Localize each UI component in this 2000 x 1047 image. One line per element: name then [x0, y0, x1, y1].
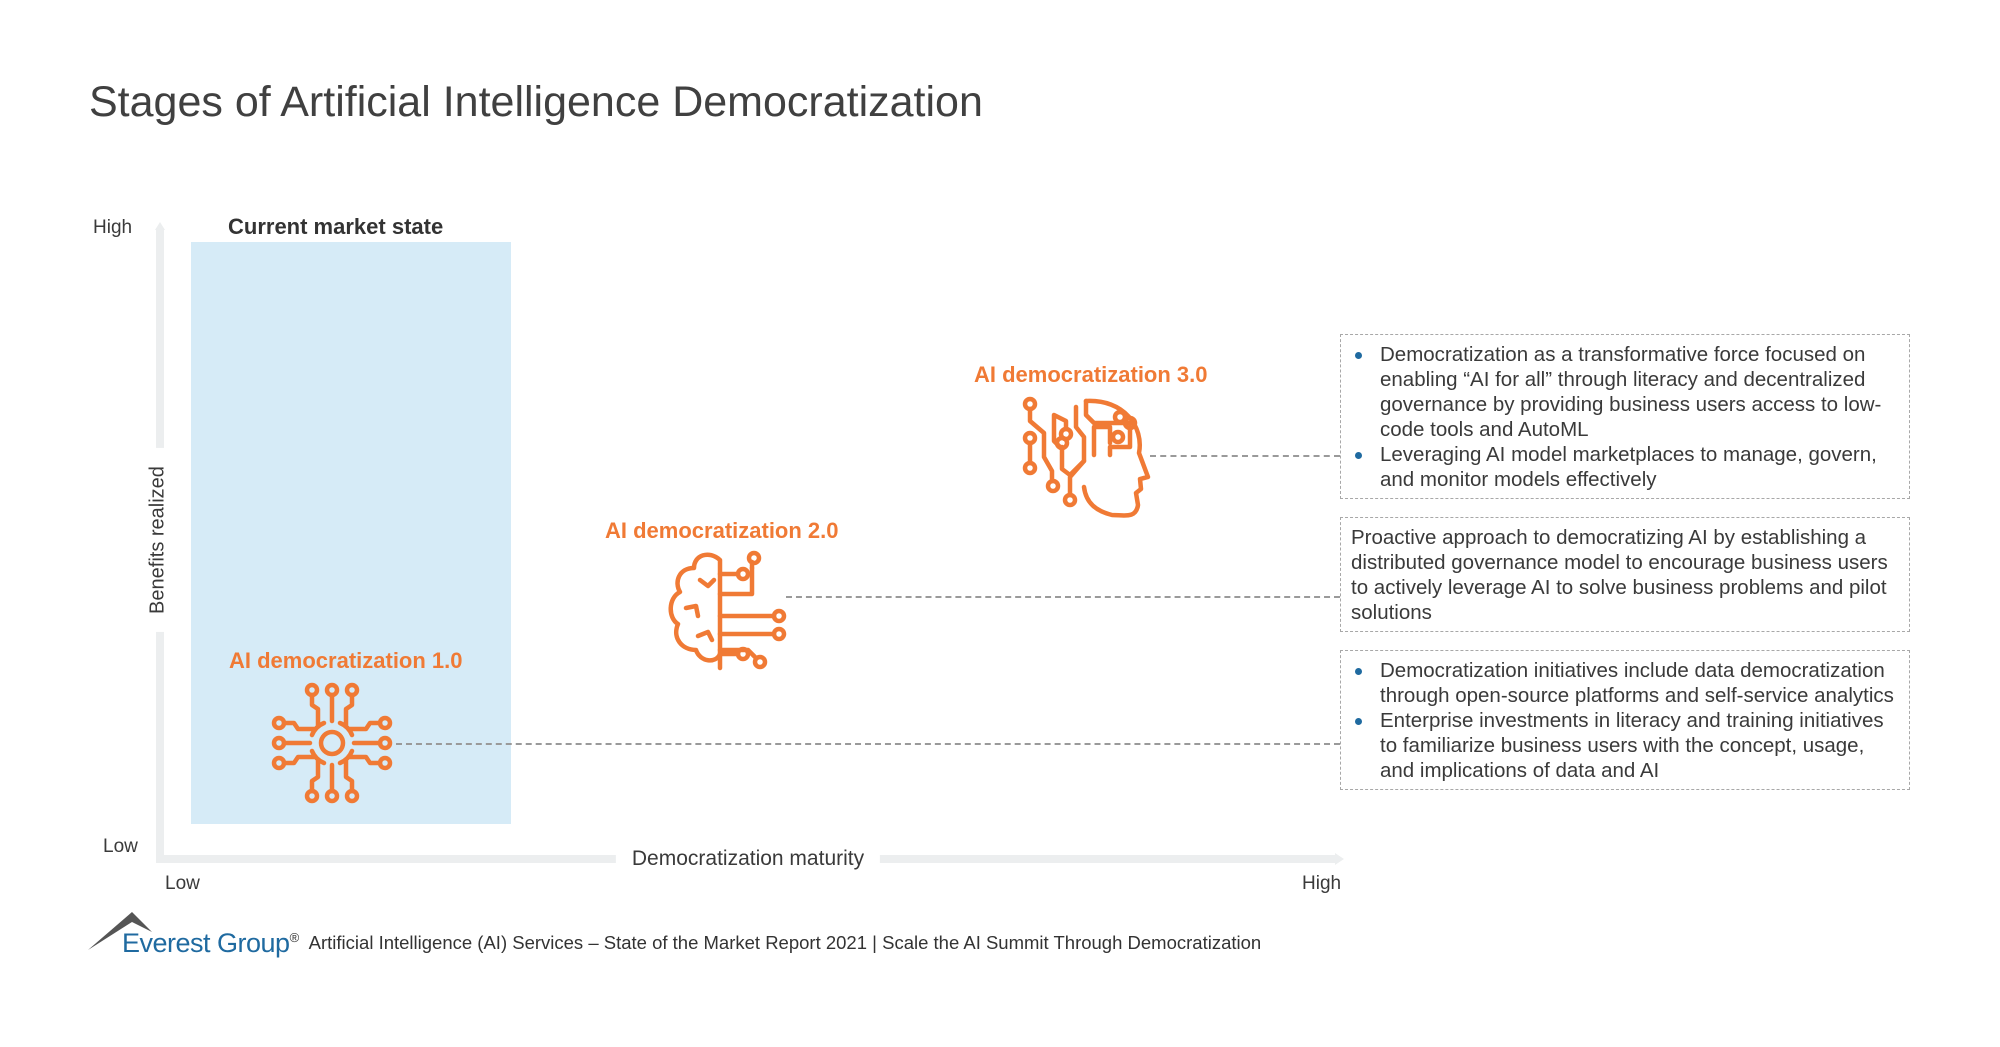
x-axis-label: Democratization maturity — [615, 847, 881, 871]
connector-stage-2 — [786, 596, 1340, 598]
brand-name: Everest Group — [122, 928, 290, 958]
stage-1-label: AI democratization 1.0 — [229, 648, 463, 673]
everest-logo-mountain-icon — [88, 912, 152, 950]
x-axis-low: Low — [165, 873, 200, 894]
footer-source: Artificial Intelligence (AI) Services – … — [308, 932, 1262, 953]
stage-2-text: Proactive approach to democratizing AI b… — [1351, 526, 1888, 624]
stage-1-bullet: Enterprise investments in literacy and t… — [1351, 708, 1899, 783]
stage-1-bullet: Democratization initiatives include data… — [1351, 658, 1899, 708]
stage-3-bullet: Leveraging AI model marketplaces to mana… — [1351, 442, 1899, 492]
stage-1-description: Democratization initiatives include data… — [1340, 650, 1910, 790]
current-market-state-label: Current market state — [228, 214, 444, 239]
x-axis-arrow — [1335, 853, 1344, 865]
y-axis-high: High — [93, 217, 133, 238]
y-axis-low: Low — [103, 836, 138, 857]
stage-3-description: Democratization as a transformative forc… — [1340, 334, 1910, 499]
y-axis-label: Benefits realized — [146, 448, 170, 632]
y-axis-arrow — [155, 222, 165, 230]
ai-head-icon — [1022, 396, 1151, 518]
connector-stage-1 — [396, 743, 1340, 745]
circuit-brain-icon — [668, 550, 787, 671]
network-hub-icon — [271, 682, 393, 804]
everest-group-logo: Everest Group® — [122, 921, 299, 960]
connector-stage-3 — [1150, 455, 1340, 457]
footer: Everest Group® Artificial Intelligence (… — [88, 910, 1261, 958]
page-title: Stages of Artificial Intelligence Democr… — [89, 78, 983, 126]
stage-2-label: AI democratization 2.0 — [605, 518, 839, 543]
stage-3-bullet: Democratization as a transformative forc… — [1351, 342, 1899, 442]
stage-2-description: Proactive approach to democratizing AI b… — [1340, 517, 1910, 632]
stage-descriptions: Democratization as a transformative forc… — [1340, 334, 1910, 790]
x-axis-high: High — [1302, 873, 1342, 894]
stage-3-label: AI democratization 3.0 — [974, 362, 1208, 387]
brand-mark: ® — [289, 930, 300, 945]
